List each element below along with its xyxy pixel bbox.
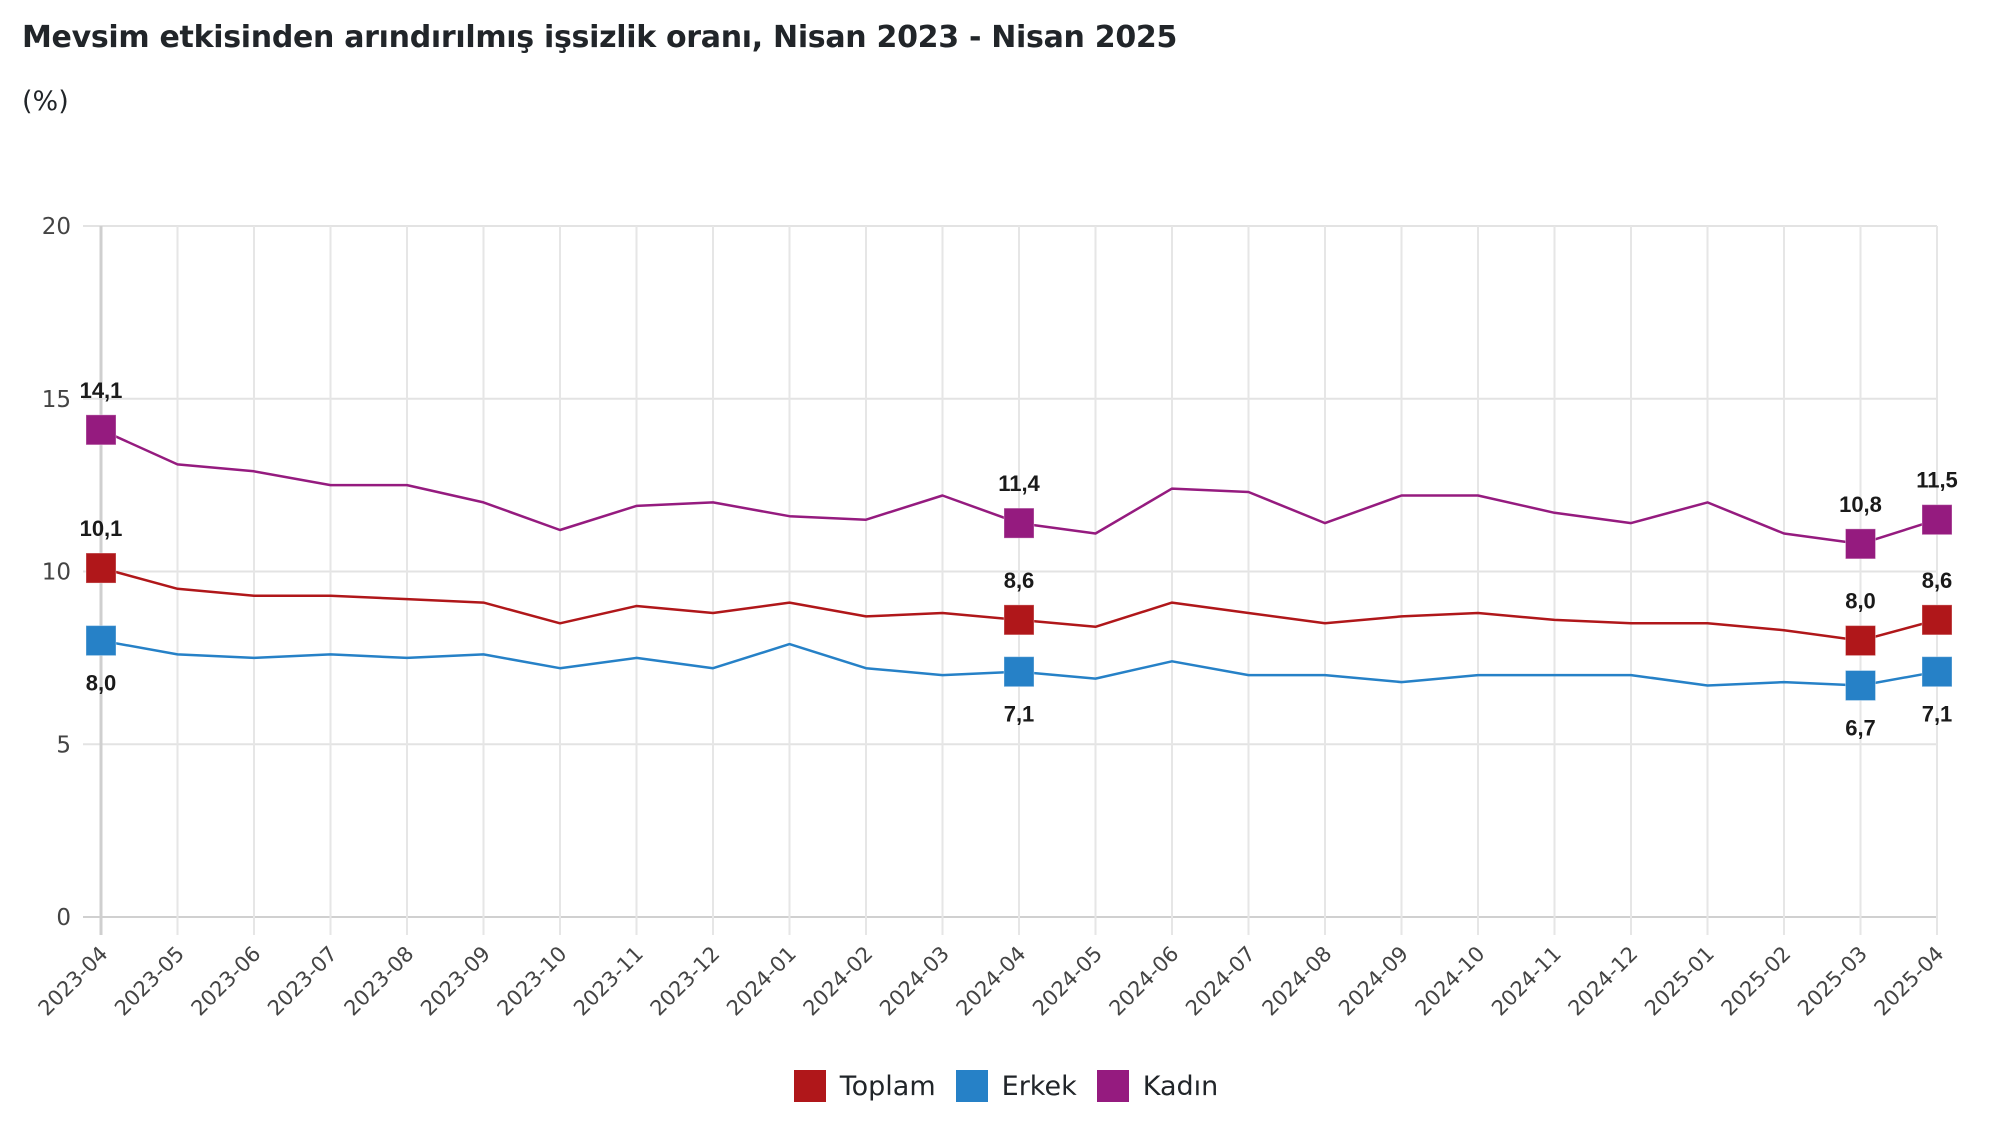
legend-swatch (793, 1070, 826, 1102)
x-axis-ticks: 2023-042023-052023-062023-072023-082023-… (34, 942, 1949, 1021)
legend-label: Erkek (1001, 1070, 1077, 1102)
grid-lines (83, 225, 1938, 935)
data-label-kadın: 10,8 (1839, 492, 1882, 517)
y-tick-label: 5 (56, 732, 71, 758)
x-tick-label: 2025-01 (1640, 942, 1719, 1021)
x-tick-label: 2024-01 (722, 942, 801, 1021)
x-tick-label: 2023-07 (263, 942, 342, 1021)
data-label-kadın: 14,1 (80, 378, 123, 403)
x-tick-label: 2025-04 (1870, 942, 1949, 1021)
legend-label: Toplam (839, 1070, 936, 1102)
data-label-kadın: 11,4 (998, 471, 1040, 496)
x-tick-label: 2024-10 (1411, 942, 1490, 1021)
data-point-marker-toplam (1003, 604, 1035, 636)
legend-item-erkek[interactable]: Erkek (955, 1070, 1077, 1102)
x-tick-label: 2024-11 (1487, 942, 1566, 1021)
data-point-marker-toplam (85, 552, 117, 584)
y-tick-label: 15 (42, 387, 71, 413)
legend-swatch (1096, 1070, 1129, 1102)
data-point-marker-kadın (1003, 507, 1035, 539)
data-point-marker-kadın (85, 414, 117, 446)
legend: Toplam Erkek Kadın (0, 1070, 2012, 1102)
x-tick-label: 2023-09 (416, 942, 495, 1021)
x-tick-label: 2024-12 (1564, 942, 1643, 1021)
x-tick-label: 2025-03 (1793, 942, 1872, 1021)
legend-item-kadın[interactable]: Kadın (1096, 1070, 1219, 1102)
data-label-erkek: 7,1 (1004, 702, 1035, 727)
data-label-erkek: 6,7 (1845, 716, 1876, 741)
data-point-marker-erkek (1845, 670, 1876, 702)
x-tick-label: 2023-12 (646, 942, 725, 1021)
chart-title: Mevsim etkisinden arındırılmış işsizlik … (22, 20, 1178, 55)
legend-label: Kadın (1142, 1070, 1219, 1102)
x-tick-label: 2024-02 (799, 942, 878, 1021)
x-tick-label: 2024-09 (1334, 942, 1413, 1021)
series-markers (85, 414, 1953, 702)
x-tick-label: 2024-05 (1028, 942, 1107, 1021)
data-point-marker-erkek (1921, 656, 1953, 688)
legend-swatch (955, 1070, 988, 1102)
x-tick-label: 2023-11 (569, 942, 648, 1021)
data-label-toplam: 8,6 (1004, 568, 1035, 593)
data-labels: 10,1 8,6 8,0 8,6 8,0 7,1 6,7 7,1 14,1 11,4 10,8 11,… (80, 378, 1958, 741)
legend-item-toplam[interactable]: Toplam (793, 1070, 936, 1102)
y-axis-ticks: 0 5 10 15 20 (42, 214, 71, 931)
x-tick-label: 2023-04 (34, 942, 113, 1021)
x-tick-label: 2024-04 (952, 942, 1031, 1021)
data-label-toplam: 10,1 (80, 516, 123, 541)
data-point-marker-erkek (1003, 656, 1035, 688)
data-point-marker-kadın (1845, 528, 1876, 560)
data-label-toplam: 8,6 (1922, 568, 1953, 593)
data-label-kadın: 11,5 (1916, 468, 1958, 493)
x-tick-label: 2024-03 (875, 942, 954, 1021)
data-label-erkek: 8,0 (86, 671, 117, 696)
data-point-marker-toplam (1845, 625, 1876, 657)
data-label-erkek: 7,1 (1922, 702, 1953, 727)
x-tick-label: 2024-06 (1105, 942, 1184, 1021)
data-point-marker-kadın (1921, 504, 1953, 536)
y-tick-label: 0 (56, 905, 71, 931)
x-tick-label: 2023-05 (110, 942, 189, 1021)
data-label-toplam: 8,0 (1845, 589, 1876, 614)
x-tick-label: 2024-07 (1181, 942, 1260, 1021)
x-tick-label: 2023-06 (187, 942, 266, 1021)
chart-subtitle: (%) (22, 86, 69, 117)
data-point-marker-toplam (1921, 604, 1953, 636)
x-tick-label: 2023-08 (340, 942, 419, 1021)
x-tick-label: 2024-08 (1258, 942, 1337, 1021)
x-tick-label: 2023-10 (493, 942, 572, 1021)
y-tick-label: 10 (42, 560, 71, 586)
data-point-marker-erkek (85, 625, 117, 657)
x-tick-label: 2025-02 (1717, 942, 1796, 1021)
y-tick-label: 20 (42, 214, 71, 240)
